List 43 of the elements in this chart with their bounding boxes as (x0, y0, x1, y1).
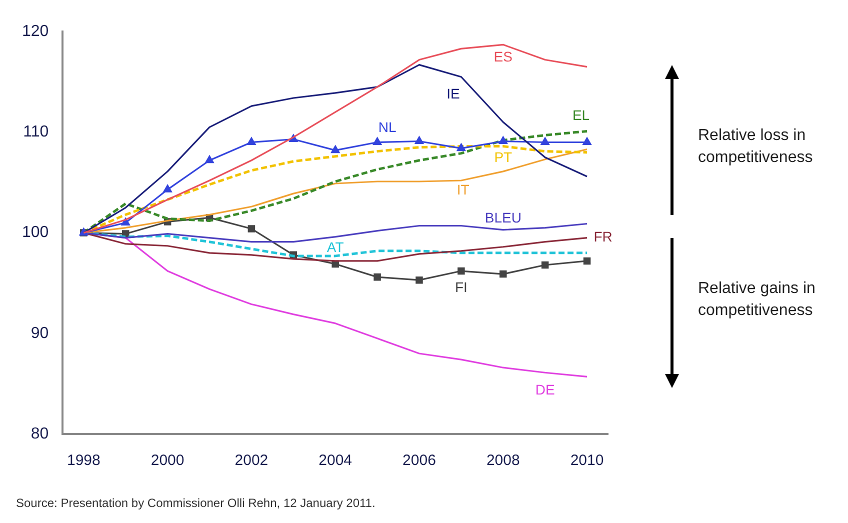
series-label: PT (494, 149, 513, 166)
series-label: ES (494, 48, 512, 65)
point (247, 137, 256, 146)
x-tick-label: 2004 (318, 452, 352, 470)
point (205, 156, 214, 164)
source-note: Source: Presentation by Commissioner Olli Rehn, 12 January 2011. (16, 496, 376, 510)
series-label: IT (456, 181, 470, 198)
x-tick-label: 1998 (66, 452, 100, 470)
point (456, 143, 466, 152)
point (583, 257, 591, 265)
y-tick-label: 120 (22, 23, 49, 40)
x-tick-label: 2008 (486, 452, 520, 470)
point (540, 137, 550, 146)
series-label: AT (326, 238, 344, 255)
series-label: NL (378, 119, 396, 136)
point (374, 273, 381, 281)
y-tick-label: 100 (22, 224, 49, 242)
y-tick-label: 90 (30, 324, 49, 342)
series-label: FR (594, 228, 612, 245)
point (414, 136, 424, 144)
point (582, 137, 592, 146)
point (331, 146, 340, 154)
point (373, 137, 382, 146)
point (541, 261, 549, 269)
point (416, 276, 423, 284)
point (498, 136, 508, 144)
x-tick-label: 2010 (570, 452, 604, 470)
point (500, 270, 507, 278)
series-label: FI (454, 278, 468, 295)
x-tick-label: 2000 (150, 452, 184, 470)
point (163, 184, 172, 192)
text: Relative gains in competitiveness (698, 279, 816, 321)
series-label: BLEU (484, 210, 522, 226)
text: Relative loss in competitiveness (698, 126, 814, 168)
y-tick-label: 110 (23, 124, 49, 141)
point (248, 225, 256, 232)
x-tick-label: 2002 (234, 452, 268, 470)
x-tick-label: 2006 (402, 452, 436, 470)
y-tick-label: 80 (30, 425, 49, 442)
series-label: IE (446, 86, 460, 102)
series-label: EL (572, 107, 590, 124)
series-label: DE (535, 381, 555, 398)
point (458, 267, 465, 275)
